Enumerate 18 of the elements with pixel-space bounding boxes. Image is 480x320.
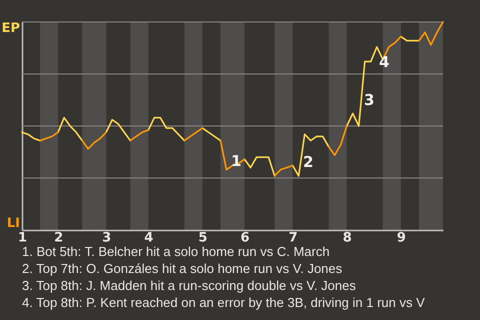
annotation: 2 <box>303 153 314 171</box>
text: EP <box>2 21 20 36</box>
x-tick-label: 6 <box>240 230 250 246</box>
text: 1. Bot 5th: T. Belcher hit a solo home run vs C. March <box>22 244 330 259</box>
x-tick-label: 2 <box>54 230 64 246</box>
text: LI <box>6 216 20 231</box>
text: 3. Top 8th: J. Madden hit a run-scoring double vs V. Jones <box>22 277 357 294</box>
x-tick-label: 9 <box>396 230 406 246</box>
x-tick-label: 4 <box>144 230 154 246</box>
text: 2. Top 7th: O. Gonzáles hit a solo home run vs V. Jones <box>22 260 344 277</box>
x-tick-label: 8 <box>342 230 352 246</box>
x-tick-label: 7 <box>288 230 298 246</box>
x-tick-label: 3 <box>102 230 112 246</box>
x-tick-label: 5 <box>198 230 208 246</box>
x-tick-label: 1 <box>18 230 28 246</box>
annotation: 4 <box>379 53 390 71</box>
text: 4. Top 8th: P. Kent reached on an error by the 3B, driving in 1 run vs V <box>22 294 425 311</box>
annotation: 3 <box>364 91 374 109</box>
